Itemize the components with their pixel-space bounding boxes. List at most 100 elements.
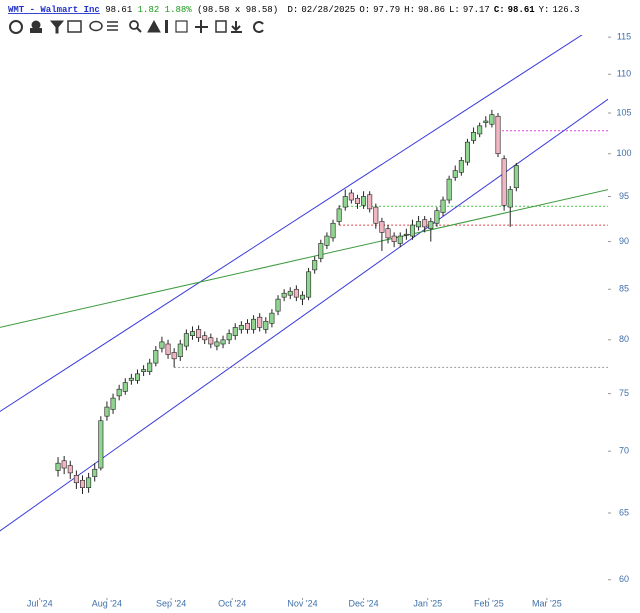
candle-body: [379, 221, 385, 233]
tool-alert[interactable]: [147, 19, 161, 33]
x-tick-label: Jul '24: [27, 598, 53, 608]
candle-body: [513, 165, 519, 189]
change: 1.82: [138, 5, 160, 15]
candle-body: [501, 158, 507, 206]
candle-body: [269, 312, 275, 324]
candle-body: [263, 320, 269, 330]
y-tick-label: 90: [619, 236, 629, 246]
trend-line: [0, 189, 608, 328]
y-tick-label: 65: [619, 507, 629, 517]
y-tick-label: 110: [617, 69, 631, 79]
x-tick-label: Oct '24: [218, 598, 246, 608]
candle-body: [495, 115, 501, 155]
field-label: D:: [288, 5, 299, 15]
candle-body: [354, 197, 360, 204]
symbol[interactable]: WMT - Walmart Inc: [8, 5, 100, 15]
candle-body: [434, 210, 440, 224]
y-tick-label: 95: [619, 191, 629, 201]
x-tick-label: Mar '25: [532, 598, 562, 608]
candle-body: [196, 329, 202, 339]
candle-body: [208, 337, 214, 345]
candle-body: [458, 160, 464, 173]
candle-body: [55, 462, 61, 471]
tool-filter[interactable]: [49, 20, 65, 34]
tool-download[interactable]: [231, 21, 242, 33]
candle-body: [98, 420, 104, 469]
candle-body: [373, 206, 379, 224]
candle-body: [416, 221, 422, 228]
tool-refresh[interactable]: [253, 21, 264, 33]
x-tick-label: Feb '25: [474, 598, 504, 608]
candle-body: [306, 271, 312, 298]
y-tick-label: 75: [619, 388, 629, 398]
candle-body: [202, 335, 208, 341]
tool-search[interactable]: [129, 20, 139, 30]
x-tick-label: Sep '24: [156, 598, 186, 608]
candle-body: [440, 199, 446, 213]
trend-line: [0, 35, 583, 413]
header: WMT - Walmart Inc 98.61 1.82 1.88% (98.5…: [8, 5, 579, 15]
candle-body: [281, 292, 287, 298]
change-pct: 1.88%: [165, 5, 193, 15]
candle-body: [318, 243, 324, 259]
y-tick-label: 85: [619, 284, 629, 294]
candle-body: [257, 316, 263, 328]
candle-body: [92, 468, 98, 477]
trend-line: [0, 98, 608, 532]
field-value: 98.61: [508, 5, 536, 15]
candle-body: [165, 343, 171, 355]
candle-body: [220, 339, 226, 345]
tool-comment[interactable]: [89, 20, 103, 32]
last: 98.61: [105, 5, 132, 15]
candle-body: [122, 382, 128, 392]
candle-body: [452, 170, 458, 178]
field-value: 98.86: [418, 5, 445, 15]
candle-body: [275, 298, 281, 312]
candle-body: [361, 196, 367, 206]
field-label: Y:: [539, 5, 550, 15]
candle-body: [159, 341, 165, 349]
field-label: C:: [494, 5, 505, 15]
x-tick-label: Aug '24: [92, 598, 122, 608]
field-label: H:: [404, 5, 415, 15]
candle-body: [73, 475, 79, 484]
candle-body: [104, 406, 110, 417]
candle-body: [141, 369, 147, 372]
candle-body: [116, 388, 122, 397]
tool-gauge[interactable]: [9, 20, 23, 34]
candle-body: [348, 192, 354, 201]
field-value: 97.17: [463, 5, 490, 15]
candle-body: [422, 219, 428, 228]
candle-body: [385, 228, 391, 239]
candle-body: [67, 465, 73, 474]
candle-body: [86, 477, 92, 489]
tool-calendar[interactable]: [175, 20, 188, 33]
field-label: O:: [359, 5, 370, 15]
tool-move[interactable]: [195, 20, 208, 33]
candle-body: [232, 327, 238, 336]
y-tick-label: 80: [619, 334, 629, 344]
tool-list[interactable]: [107, 21, 118, 31]
toolbar: [9, 19, 264, 34]
candle-body: [214, 341, 220, 347]
candle-body: [397, 235, 403, 244]
candle-body: [428, 221, 434, 230]
tool-info[interactable]: [165, 20, 168, 33]
bid-ask: (98.58 x 98.58): [197, 5, 278, 15]
tool-people[interactable]: [31, 20, 41, 30]
field-value: 126.3: [552, 5, 579, 15]
candle-body: [244, 323, 250, 330]
candle-body: [367, 194, 373, 210]
candle-body: [110, 397, 116, 410]
candle-body: [324, 235, 330, 246]
y-tick-label: 100: [616, 148, 631, 158]
tool-image[interactable]: [67, 20, 82, 33]
candle-body: [391, 235, 397, 242]
candle-body: [446, 178, 452, 201]
candle-body: [79, 479, 85, 489]
candle-body: [251, 318, 257, 330]
plot-area: [0, 35, 608, 532]
tool-save[interactable]: [215, 20, 227, 33]
header-text: WMT - Walmart Inc 98.61 1.82 1.88% (98.5…: [8, 5, 579, 15]
x-tick-label: Jan '25: [413, 598, 442, 608]
